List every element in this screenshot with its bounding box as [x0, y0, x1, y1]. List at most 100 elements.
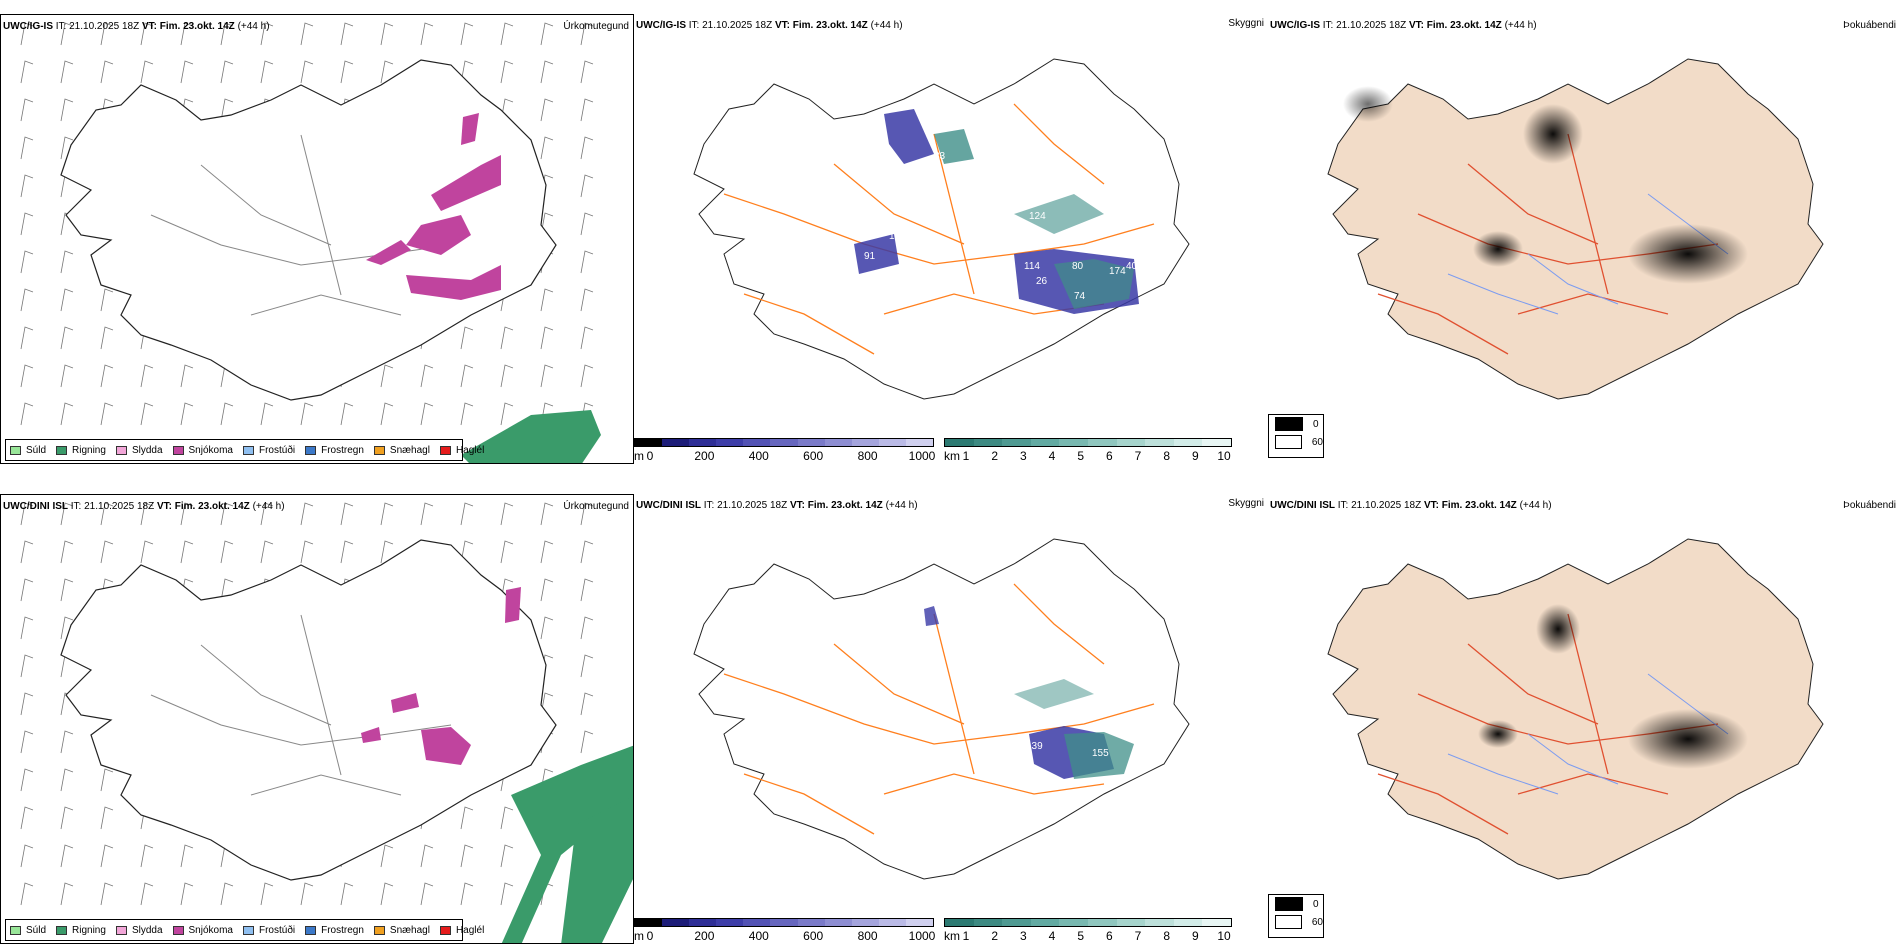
precip-legend-item: Haglél — [439, 925, 484, 936]
scale-color-step — [689, 439, 717, 446]
visibility-map-bottom: 73 139 155 — [693, 538, 1190, 880]
precip-legend-swatch — [305, 925, 317, 935]
wind-barb — [380, 882, 394, 906]
wind-barb — [220, 402, 234, 426]
wind-barb — [540, 502, 554, 526]
wind-barb — [500, 60, 514, 84]
precip-legend-label: Rigning — [72, 444, 106, 456]
precip-type-panel-top: UWC/IG-IS IT: 21.10.2025 18Z VT: Fim. 23… — [0, 14, 634, 464]
panel-header: UWC/IG-IS IT: 21.10.2025 18Z VT: Fim. 23… — [1270, 20, 1537, 32]
visibility-value-label: 174 — [1109, 266, 1126, 277]
scale-color-bar — [634, 918, 934, 927]
scale-color-step — [635, 919, 663, 926]
wind-barb — [220, 540, 234, 564]
precip-legend-label: Snæhagl — [389, 444, 430, 456]
scale-color-step — [662, 919, 690, 926]
scale-tick-label: 6 — [1105, 929, 1113, 943]
wind-barb — [460, 364, 474, 388]
wind-barb — [60, 98, 74, 122]
it-label: IT: — [55, 21, 67, 32]
scale-color-step — [1173, 439, 1203, 446]
scale-tick-label: 6 — [1105, 449, 1113, 463]
wind-barb — [460, 806, 474, 830]
precip-legend-item: Haglél — [439, 445, 484, 456]
wind-barb — [140, 844, 154, 868]
scale-color-step — [797, 439, 825, 446]
fog-legend-label: 0 — [1313, 418, 1319, 430]
scale-tick-label: 200 — [694, 449, 715, 463]
wind-barb — [20, 288, 34, 312]
visibility-value-label: 40 — [1126, 261, 1138, 272]
precip-legend-label: Snjókoma — [188, 444, 233, 456]
wind-barb — [20, 654, 34, 678]
scale-tick-label: 2 — [991, 449, 998, 463]
visibility-area — [1014, 194, 1104, 234]
wind-barb — [580, 364, 594, 388]
wind-barb — [60, 502, 74, 526]
scale-tick-label: 1000 — [908, 929, 936, 943]
wind-barb — [300, 502, 314, 526]
scale-color-step — [1087, 919, 1117, 926]
wind-barb — [340, 22, 354, 46]
wind-barb — [460, 502, 474, 526]
visibility-area — [884, 109, 934, 164]
scale-tick-label: 2 — [991, 929, 998, 943]
wind-barb — [140, 364, 154, 388]
precip-legend-swatch — [10, 445, 21, 455]
wind-barb — [60, 616, 74, 640]
scale-color-step — [770, 439, 798, 446]
wind-barb — [580, 288, 594, 312]
scale-color-step — [1202, 919, 1231, 926]
road-network — [1377, 133, 1719, 355]
wind-barb — [100, 768, 114, 792]
wind-barb — [260, 60, 274, 84]
iceland-outline — [693, 58, 1190, 400]
visibility-value-label: 80 — [1072, 261, 1084, 272]
fog-area — [1628, 224, 1748, 284]
wind-barb — [60, 578, 74, 602]
scale-color-step — [1145, 439, 1174, 446]
scale-color-step — [1030, 919, 1060, 926]
wind-barb — [20, 540, 34, 564]
it-label: IT: — [1337, 500, 1349, 511]
panel-title-visibility: Skyggni — [1228, 498, 1264, 509]
precip-legend-label: Snjókoma — [188, 924, 233, 936]
wind-barb — [380, 402, 394, 426]
fog-area — [1343, 86, 1393, 122]
precip-legend-label: Frostúði — [258, 444, 296, 456]
precip-legend-item: Snjókoma — [172, 444, 233, 456]
precip-legend-label: Slydda — [131, 444, 163, 456]
scale-color-step — [1202, 439, 1231, 446]
scale-color-step — [743, 919, 771, 926]
wind-barb — [580, 60, 594, 84]
wind-barb — [260, 22, 274, 46]
wind-barb — [60, 806, 74, 830]
wind-barb — [180, 60, 194, 84]
scale-tick-label: 4 — [1048, 449, 1056, 463]
scale-color-step — [716, 919, 744, 926]
precip-legend-item: Slydda — [115, 444, 163, 456]
lead-time: (+44 h) — [1504, 20, 1537, 31]
precip-legend-swatch — [56, 445, 68, 455]
wind-barb — [260, 402, 274, 426]
precip-legend-swatch — [10, 925, 21, 935]
scale-color-step — [905, 919, 934, 926]
wind-barb — [340, 502, 354, 526]
wind-barb — [260, 502, 274, 526]
precip-legend-item: Snjókoma — [172, 924, 233, 936]
wind-barb — [60, 402, 74, 426]
precip-legend-swatch — [439, 925, 451, 935]
visibility-value-label: 83 — [934, 151, 946, 162]
precip-legend-label: Frostúði — [258, 924, 296, 936]
scale-tick-label: 9 — [1191, 449, 1199, 463]
wind-barb — [580, 136, 594, 160]
snow-area — [421, 727, 471, 765]
snow-area — [461, 113, 479, 145]
panel-header: UWC/DINI ISL IT: 21.10.2025 18Z VT: Fim.… — [1270, 500, 1552, 512]
wind-barb — [180, 364, 194, 388]
precip-legend-label: Frostregn — [321, 924, 364, 936]
wind-barb — [420, 844, 434, 868]
lead-time: (+44 h) — [1519, 500, 1552, 511]
fog-legend-label: 0 — [1313, 898, 1319, 910]
visibility-panel-top: 91 124 83 114 80 174 26 74 124 40 Skyggni — [634, 14, 1268, 464]
